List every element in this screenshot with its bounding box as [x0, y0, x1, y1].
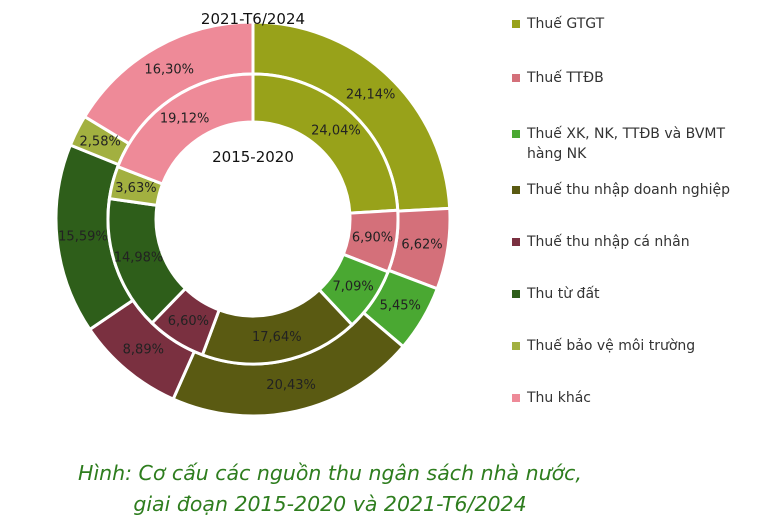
caption-line-2: giai đoạn 2015-2020 và 2021-T6/2024 [133, 492, 527, 516]
legend-label: Thuế XK, NK, TTĐB và BVMT hàng NK [527, 126, 726, 162]
legend-item: Thuế thu nhập doanh nghiệp [512, 180, 757, 200]
legend-swatch [512, 130, 520, 138]
outer-ring-title: 2021-T6/2024 [201, 10, 305, 28]
legend-item: Thu khác [512, 388, 757, 408]
legend-item: Thuế TTĐB [512, 68, 757, 88]
legend-label: Thuế thu nhập cá nhân [527, 234, 690, 250]
outer-slice-label-3: 20,43% [266, 378, 316, 393]
inner-slice-label-4: 6,60% [168, 314, 209, 329]
legend-item: Thu từ đất [512, 284, 757, 304]
legend-label: Thuế GTGT [527, 16, 605, 32]
outer-slice-label-7: 16,30% [144, 62, 194, 77]
legend-swatch [512, 238, 520, 246]
outer-slice-label-4: 8,89% [123, 343, 164, 358]
inner-ring-title: 2015-2020 [212, 148, 294, 166]
legend-swatch [512, 394, 520, 402]
inner-slice-label-2: 7,09% [332, 279, 373, 294]
inner-slice-label-5: 14,98% [114, 251, 164, 266]
legend-swatch [512, 186, 520, 194]
inner-slice-7 [115, 72, 255, 186]
outer-slice-label-0: 24,14% [346, 87, 396, 102]
legend-label: Thuế TTĐB [527, 70, 604, 86]
outer-slice-label-6: 2,58% [80, 135, 121, 150]
outer-ring [54, 20, 452, 418]
legend-label: Thu khác [527, 390, 592, 406]
legend-item: Thuế thu nhập cá nhân [512, 232, 757, 252]
legend-swatch [512, 342, 520, 350]
inner-slice-label-7: 19,12% [160, 112, 210, 127]
caption-line-1: Hình: Cơ cấu các nguồn thu ngân sách nhà… [78, 461, 582, 485]
legend-swatch [512, 20, 520, 28]
figure-caption: Hình: Cơ cấu các nguồn thu ngân sách nhà… [40, 458, 620, 520]
legend-swatch [512, 74, 520, 82]
legend-swatch [512, 290, 520, 298]
legend-label: Thu từ đất [527, 286, 600, 302]
legend-label: Thuế thu nhập doanh nghiệp [527, 182, 730, 198]
outer-slice-label-5: 15,59% [58, 229, 108, 244]
legend-item: Thuế XK, NK, TTĐB và BVMT hàng NK [512, 124, 757, 164]
legend-label: Thuế bảo vệ môi trường [527, 338, 696, 354]
legend-item: Thuế bảo vệ môi trường [512, 336, 757, 356]
inner-ring [106, 72, 400, 366]
legend-item: Thuế GTGT [512, 14, 757, 34]
inner-slice-label-3: 17,64% [252, 330, 302, 345]
inner-slice-label-1: 6,90% [352, 230, 393, 245]
inner-slice-label-0: 24,04% [311, 123, 361, 138]
outer-slice-label-1: 6,62% [401, 238, 442, 253]
slice-labels: 24,14% 6,62% 5,45% 20,43% 8,89% 15,59% 2,58% 16… [58, 62, 442, 393]
inner-slice-label-6: 3,63% [115, 181, 156, 196]
outer-slice-label-2: 5,45% [380, 298, 421, 313]
